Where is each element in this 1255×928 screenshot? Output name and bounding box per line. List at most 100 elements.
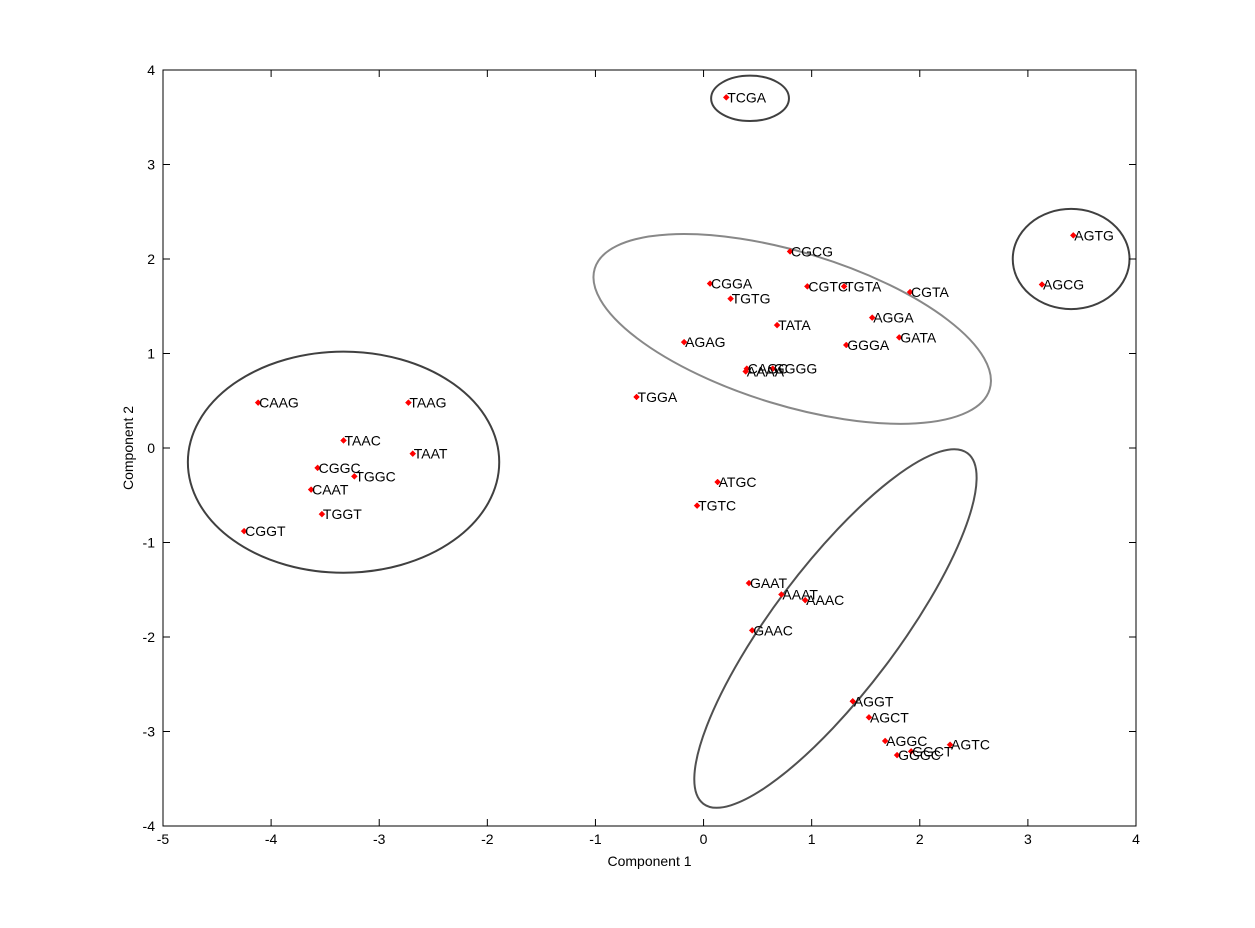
point-marker — [803, 283, 811, 290]
cluster-ellipse-5 — [693, 448, 978, 809]
point-marker — [786, 248, 794, 255]
point-marker — [801, 596, 809, 604]
x-tick-label: -2 — [481, 831, 494, 847]
point-marker — [778, 591, 785, 598]
point-label: CAAG — [259, 395, 299, 411]
point-label: AGGA — [873, 310, 914, 326]
point-marker — [240, 527, 248, 535]
point-marker — [405, 399, 412, 406]
point-label: AGCT — [870, 709, 909, 725]
point-marker — [946, 741, 954, 749]
y-axis-label: Component 2 — [120, 406, 136, 490]
data-point: GATA — [895, 329, 937, 345]
data-point: TGTA — [840, 278, 882, 294]
point-label: GATA — [900, 329, 937, 345]
y-tick-label: -1 — [143, 535, 156, 551]
point-label: TGGT — [323, 506, 362, 522]
point-marker — [842, 341, 850, 349]
data-point: TAAG — [405, 395, 446, 411]
x-tick-label: 0 — [700, 831, 708, 847]
data-point: CAGC — [743, 361, 788, 377]
data-point: TGGC — [351, 468, 396, 484]
point-label: GAAC — [753, 622, 793, 638]
x-tick-label: 1 — [808, 831, 816, 847]
point-label: TGTC — [698, 498, 736, 514]
point-label: AAAT — [782, 586, 818, 602]
point-label: TAAT — [414, 446, 448, 462]
point-marker — [680, 338, 688, 346]
point-label: GGCT — [912, 743, 953, 759]
point-marker — [907, 747, 915, 755]
point-marker — [769, 365, 777, 372]
y-tick-label: -2 — [143, 629, 156, 645]
point-marker — [254, 399, 262, 406]
data-point: AGTC — [946, 737, 990, 753]
point-label: CAGC — [748, 361, 788, 377]
data-point: AGCG — [1038, 277, 1084, 293]
data-point: CGTC — [803, 278, 848, 294]
point-marker — [340, 437, 347, 444]
x-tick-label: -1 — [589, 831, 602, 847]
point-label: GGGG — [774, 361, 818, 377]
point-marker — [693, 502, 701, 509]
point-label: GAAT — [750, 575, 788, 591]
y-tick-label: -4 — [143, 818, 156, 834]
data-point: CGGT — [240, 523, 286, 539]
point-marker — [1038, 281, 1046, 288]
x-tick-label: 4 — [1132, 831, 1140, 847]
point-label: TGGC — [355, 468, 395, 484]
data-point: CGCG — [786, 243, 833, 259]
point-marker — [722, 94, 730, 101]
point-marker — [865, 713, 873, 721]
y-tick-label: 2 — [147, 251, 155, 267]
data-point: CGTA — [906, 284, 950, 300]
data-point: GGGA — [842, 337, 890, 353]
data-point: ATGC — [714, 474, 756, 490]
data-point: TAAC — [340, 432, 381, 448]
data-point: GGGC — [893, 747, 941, 763]
point-marker — [351, 472, 358, 480]
point-label: TAAG — [409, 395, 446, 411]
point-label: GGGC — [898, 747, 941, 763]
point-marker — [906, 288, 914, 296]
point-marker — [314, 464, 321, 472]
point-label: AAAC — [806, 592, 844, 608]
data-point: CGGC — [314, 460, 361, 476]
x-tick-label: -5 — [157, 831, 170, 847]
point-label: AGGT — [854, 693, 894, 709]
data-point: GAAC — [748, 622, 793, 638]
point-label: TGTA — [845, 278, 882, 294]
y-tick-label: 4 — [147, 62, 155, 78]
data-point: AGGC — [881, 733, 927, 749]
point-label: TGGA — [638, 389, 678, 405]
x-tick-label: 3 — [1024, 831, 1032, 847]
point-marker — [748, 627, 756, 634]
point-label: TATA — [778, 317, 811, 333]
data-point: AAAT — [778, 586, 818, 602]
data-point: TCGA — [722, 89, 767, 105]
data-point: CGGA — [706, 276, 753, 292]
point-marker — [1069, 232, 1077, 239]
point-label: AGTC — [951, 737, 990, 753]
y-tick-label: 0 — [147, 440, 155, 456]
point-label: TAAC — [345, 432, 381, 448]
data-point: TAAT — [409, 446, 448, 462]
cluster-ellipses — [186, 74, 1131, 809]
point-marker — [727, 295, 734, 303]
point-label: AAAA — [747, 363, 785, 379]
data-point: CAAT — [307, 482, 349, 498]
point-label: AGAG — [685, 334, 725, 350]
data-point: TATA — [773, 317, 811, 333]
y-tick-label: 3 — [147, 157, 155, 173]
data-point: GGCT — [907, 743, 953, 759]
cluster-ellipse-3 — [186, 350, 501, 574]
point-label: CAAT — [312, 482, 349, 498]
point-label: CGGC — [319, 460, 361, 476]
x-tick-label: 2 — [916, 831, 924, 847]
point-marker — [633, 393, 640, 401]
point-marker — [895, 334, 903, 341]
point-marker — [714, 478, 721, 486]
data-point: GGGG — [769, 361, 818, 377]
